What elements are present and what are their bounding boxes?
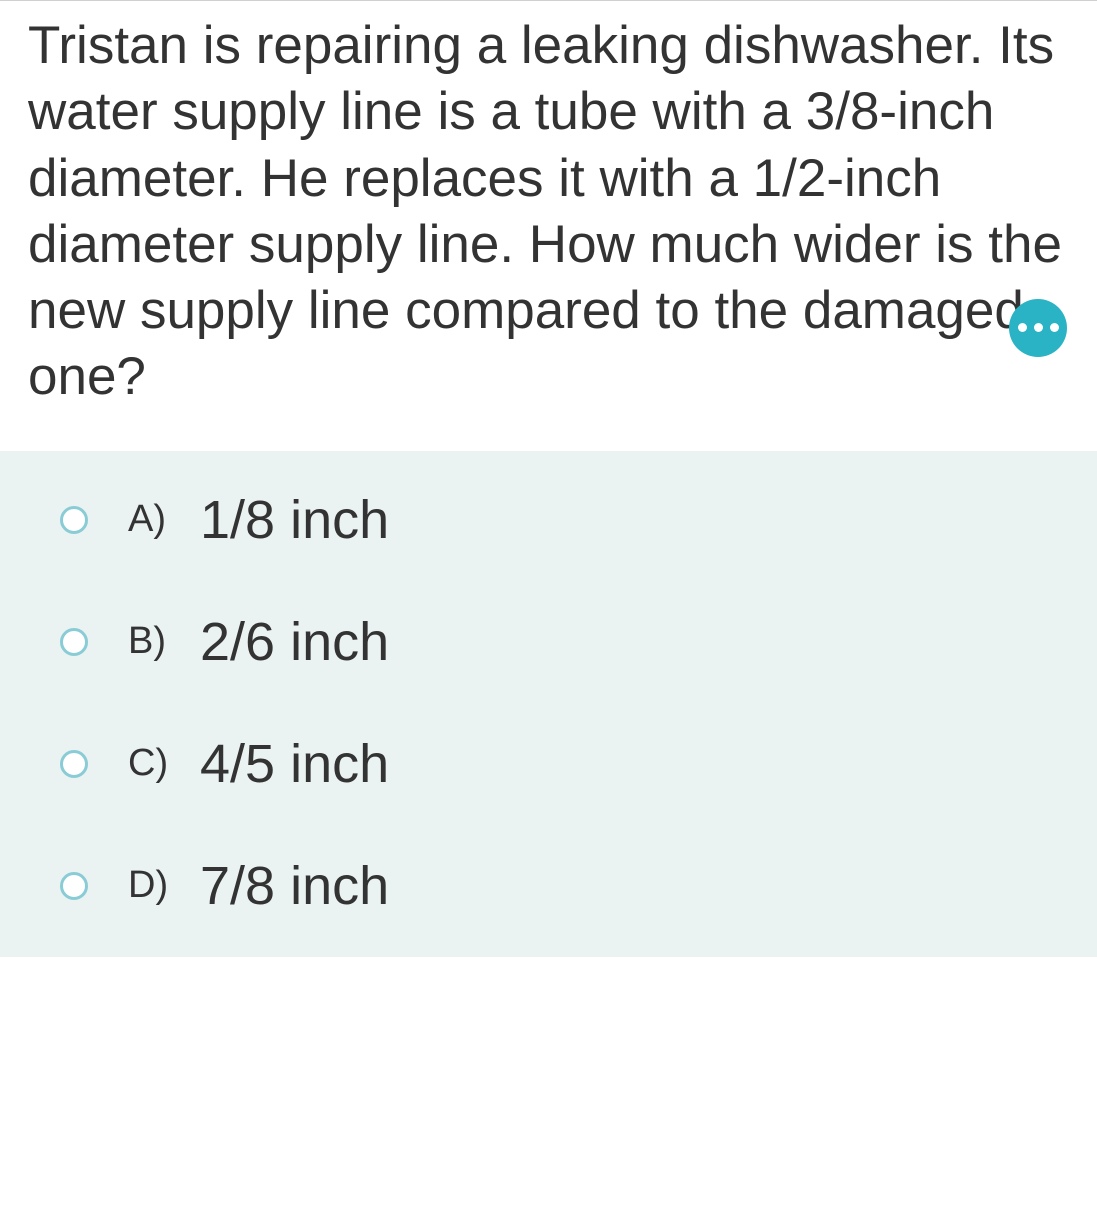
ellipsis-icon [1034,323,1043,332]
quiz-container: Tristan is repairing a leaking dishwashe… [0,0,1097,957]
radio-icon [60,872,88,900]
radio-icon [60,750,88,778]
question-text: Tristan is repairing a leaking dishwashe… [28,13,1069,411]
option-c[interactable]: C) 4/5 inch [60,733,1069,795]
option-letter: A) [128,498,182,541]
option-b[interactable]: B) 2/6 inch [60,611,1069,673]
option-a[interactable]: A) 1/8 inch [60,489,1069,551]
option-text: 2/6 inch [200,611,389,673]
option-text: 1/8 inch [200,489,389,551]
option-text: 7/8 inch [200,855,389,917]
radio-icon [60,628,88,656]
question-area: Tristan is repairing a leaking dishwashe… [0,1,1097,451]
option-letter: C) [128,742,182,785]
ellipsis-icon [1050,323,1059,332]
ellipsis-icon [1018,323,1027,332]
option-letter: D) [128,864,182,907]
option-d[interactable]: D) 7/8 inch [60,855,1069,917]
answers-area: A) 1/8 inch B) 2/6 inch C) 4/5 inch D) 7… [0,451,1097,957]
option-text: 4/5 inch [200,733,389,795]
option-letter: B) [128,620,182,663]
radio-icon [60,506,88,534]
more-options-button[interactable] [1009,299,1067,357]
